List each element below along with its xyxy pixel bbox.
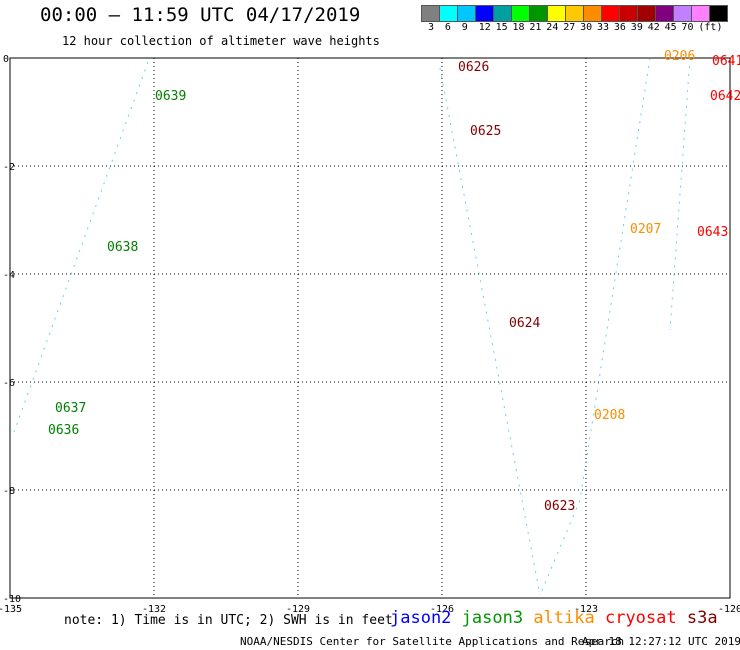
color-scale-label: 36	[613, 22, 626, 33]
satellite-track	[669, 57, 691, 331]
y-tick-label: -6	[3, 378, 15, 389]
pass-label: 0639	[155, 89, 186, 104]
color-scale-label: 18	[512, 22, 525, 33]
pass-label: 0208	[594, 408, 625, 423]
color-scale-label: 30	[580, 22, 593, 33]
color-scale-label: 12	[478, 22, 491, 33]
footer-note: note: 1) Time is in UTC; 2) SWH is in fe…	[64, 613, 393, 628]
y-tick-label: -2	[3, 162, 15, 173]
y-tick-label: -8	[3, 486, 15, 497]
color-scale-label: 3	[428, 22, 435, 33]
pass-label: 0638	[107, 240, 138, 255]
pass-label: 0623	[544, 499, 575, 514]
y-tick-label: 0	[3, 54, 9, 65]
pass-label: 0636	[48, 423, 79, 438]
satellite-legend-item: cryosat	[604, 608, 687, 628]
pass-label: 0637	[55, 401, 86, 416]
satellite-track	[13, 61, 149, 433]
color-scale-swatch	[709, 5, 728, 22]
pass-label: 0624	[509, 316, 540, 331]
x-tick-label: -129	[286, 604, 310, 615]
page-subtitle: 12 hour collection of altimeter wave hei…	[62, 34, 380, 48]
y-tick-label: -10	[3, 594, 21, 605]
pass-label: 0641	[712, 54, 740, 69]
color-scale-label: 27	[563, 22, 576, 33]
map-frame	[9, 57, 731, 599]
satellite-legend-item: jason2	[390, 608, 462, 628]
satellite-track	[539, 57, 651, 596]
color-scale-label: 24	[546, 22, 559, 33]
color-scale-label: (ft)	[698, 22, 723, 33]
pass-label: 0643	[697, 225, 728, 240]
x-tick-label: -123	[574, 604, 598, 615]
pass-label: 0206	[664, 49, 695, 64]
satellite-legend-item: altika	[533, 608, 605, 628]
color-scale-label: 21	[529, 22, 542, 33]
footer-timestamp: Apr 18 12:27:12 UTC 2019	[582, 635, 740, 648]
color-scale-label: 9	[461, 22, 468, 33]
color-scale-label: 33	[597, 22, 610, 33]
pass-label: 0207	[630, 222, 661, 237]
x-tick-label: -135	[0, 604, 22, 615]
color-scale-bar	[421, 5, 728, 22]
satellite-track	[439, 67, 541, 596]
satellite-legend: jason2 jason3 altika cryosat s3a	[390, 608, 718, 628]
pass-label: 0642	[710, 89, 740, 104]
color-scale-label: 15	[495, 22, 508, 33]
color-scale-label: 70	[681, 22, 694, 33]
x-tick-label: -132	[142, 604, 166, 615]
pass-label: 0626	[458, 60, 489, 75]
x-tick-label: -126	[430, 604, 454, 615]
color-scale-label: 42	[647, 22, 660, 33]
pass-label: 0625	[470, 124, 501, 139]
x-tick-label: -120	[718, 604, 740, 615]
color-scale-label: 6	[444, 22, 451, 33]
color-scale-label: 39	[630, 22, 643, 33]
color-scale-label: 45	[664, 22, 677, 33]
y-tick-label: -4	[3, 270, 15, 281]
footer-credit: NOAA/NESDIS Center for Satellite Applica…	[240, 635, 625, 648]
satellite-legend-item: jason3	[461, 608, 534, 628]
page-title: 00:00 – 11:59 UTC 04/17/2019	[40, 4, 361, 26]
satellite-legend-item: s3a	[686, 608, 718, 628]
